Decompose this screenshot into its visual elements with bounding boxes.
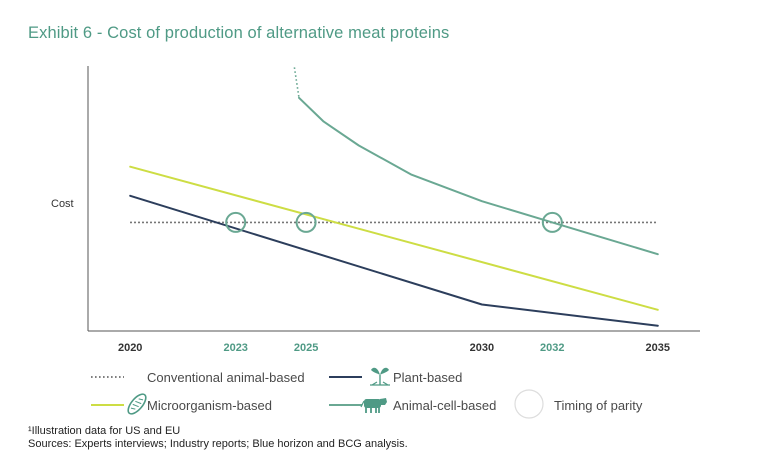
series-line-animal-cell-based-projected	[293, 66, 300, 98]
legend-item-animal-cell: Animal-cell-based	[329, 398, 496, 413]
x-tick-label-2030: 2030	[470, 342, 494, 354]
series-line-microorganism-based	[129, 165, 659, 311]
y-axis-label: Cost	[51, 198, 74, 210]
x-tick-label-2032: 2032	[540, 342, 564, 354]
footnote-sources: Sources: Experts interviews; Industry re…	[28, 438, 408, 450]
footnote-note: ¹Illustration data for US and EU	[28, 425, 181, 437]
x-tick-label-2020: 2020	[118, 342, 142, 354]
legend-label-parity: Timing of parity	[554, 398, 643, 413]
parity-marker-2032	[541, 211, 563, 233]
x-tick-label-2035: 2035	[646, 342, 670, 354]
parity-marker-2025	[295, 211, 317, 233]
parity-marker-2023	[225, 211, 247, 233]
x-tick-label-2023: 2023	[223, 342, 247, 354]
legend-label-animal-cell: Animal-cell-based	[393, 398, 496, 413]
legend-item-microorganism: Microorganism-based	[91, 393, 272, 415]
series-line-plant-based	[129, 194, 659, 327]
chart-title: Exhibit 6 - Cost of production of altern…	[28, 24, 450, 42]
series-line-animal-cell-based	[298, 96, 659, 256]
cow-icon	[360, 398, 387, 413]
legend-label-microorganism: Microorganism-based	[147, 398, 272, 413]
sprout-icon	[370, 367, 390, 386]
legend-item-parity: Timing of parity	[514, 389, 643, 419]
legend-swatch-parity	[514, 389, 544, 419]
x-tick-label-2025: 2025	[294, 342, 318, 354]
microorganism-icon	[127, 393, 147, 415]
legend-item-plant: Plant-based	[329, 367, 462, 386]
legend-item-conventional: Conventional animal-based	[91, 370, 305, 385]
legend-label-conventional: Conventional animal-based	[147, 370, 305, 385]
legend-label-plant: Plant-based	[393, 370, 462, 385]
